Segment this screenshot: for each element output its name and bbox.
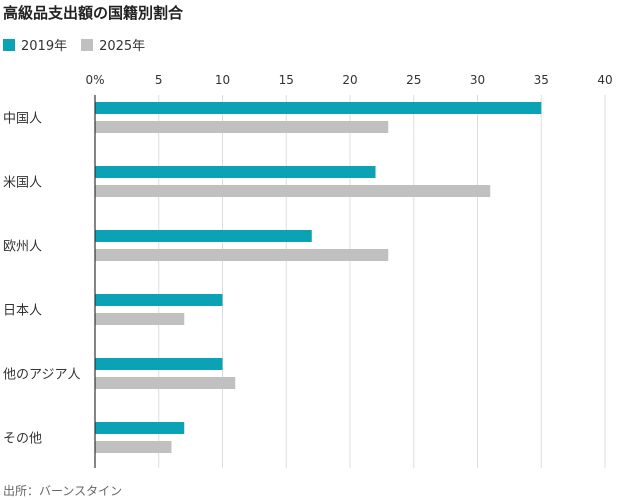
bar-2025-0 xyxy=(95,121,389,133)
bar-2019-2 xyxy=(95,230,312,242)
category-label-3: 日本人 xyxy=(3,304,42,319)
category-label-1: 米国人 xyxy=(3,176,42,191)
x-tick-label-35: 35 xyxy=(534,73,549,87)
legend-label-2019: 2019年 xyxy=(21,39,68,54)
bar-2025-3 xyxy=(95,313,185,325)
x-tick-label-40: 40 xyxy=(597,73,612,87)
bar-2019-4 xyxy=(95,358,223,370)
bar-2025-2 xyxy=(95,249,389,261)
x-tick-label-0: 0% xyxy=(85,73,104,87)
legend: 2019年 2025年 xyxy=(3,35,159,54)
x-tick-labels: 0% 5 10 15 20 25 30 35 40 xyxy=(85,73,612,87)
source-note: 出所：バーンスタイン xyxy=(3,484,123,498)
legend-label-2025: 2025年 xyxy=(99,39,146,54)
bar-2025-4 xyxy=(95,377,236,389)
x-tick-label-15: 15 xyxy=(279,73,294,87)
chart-title: 高級品支出額の国籍別割合 xyxy=(3,4,184,22)
x-tick-label-20: 20 xyxy=(342,73,357,87)
bar-2019-1 xyxy=(95,166,376,178)
bar-2019-0 xyxy=(95,102,542,114)
category-label-4: 他のアジア人 xyxy=(3,368,80,383)
category-label-5: その他 xyxy=(3,432,42,447)
category-label-2: 欧州人 xyxy=(3,240,42,255)
legend-swatch-2019 xyxy=(3,38,15,51)
legend-swatch-2025 xyxy=(81,38,94,51)
bar-2025-1 xyxy=(95,185,491,197)
category-label-0: 中国人 xyxy=(3,112,42,127)
bar-2019-3 xyxy=(95,294,223,306)
x-tick-label-30: 30 xyxy=(470,73,485,87)
legend-item-2025: 2025年 xyxy=(81,35,145,54)
legend-item-2019: 2019年 xyxy=(3,35,67,54)
grid-lines xyxy=(158,95,606,468)
x-tick-label-5: 5 xyxy=(155,73,163,87)
bar-2019-5 xyxy=(95,422,185,434)
bar-2025-5 xyxy=(95,441,172,453)
x-tick-label-25: 25 xyxy=(406,73,421,87)
bars xyxy=(95,102,542,453)
x-tick-label-10: 10 xyxy=(215,73,230,87)
